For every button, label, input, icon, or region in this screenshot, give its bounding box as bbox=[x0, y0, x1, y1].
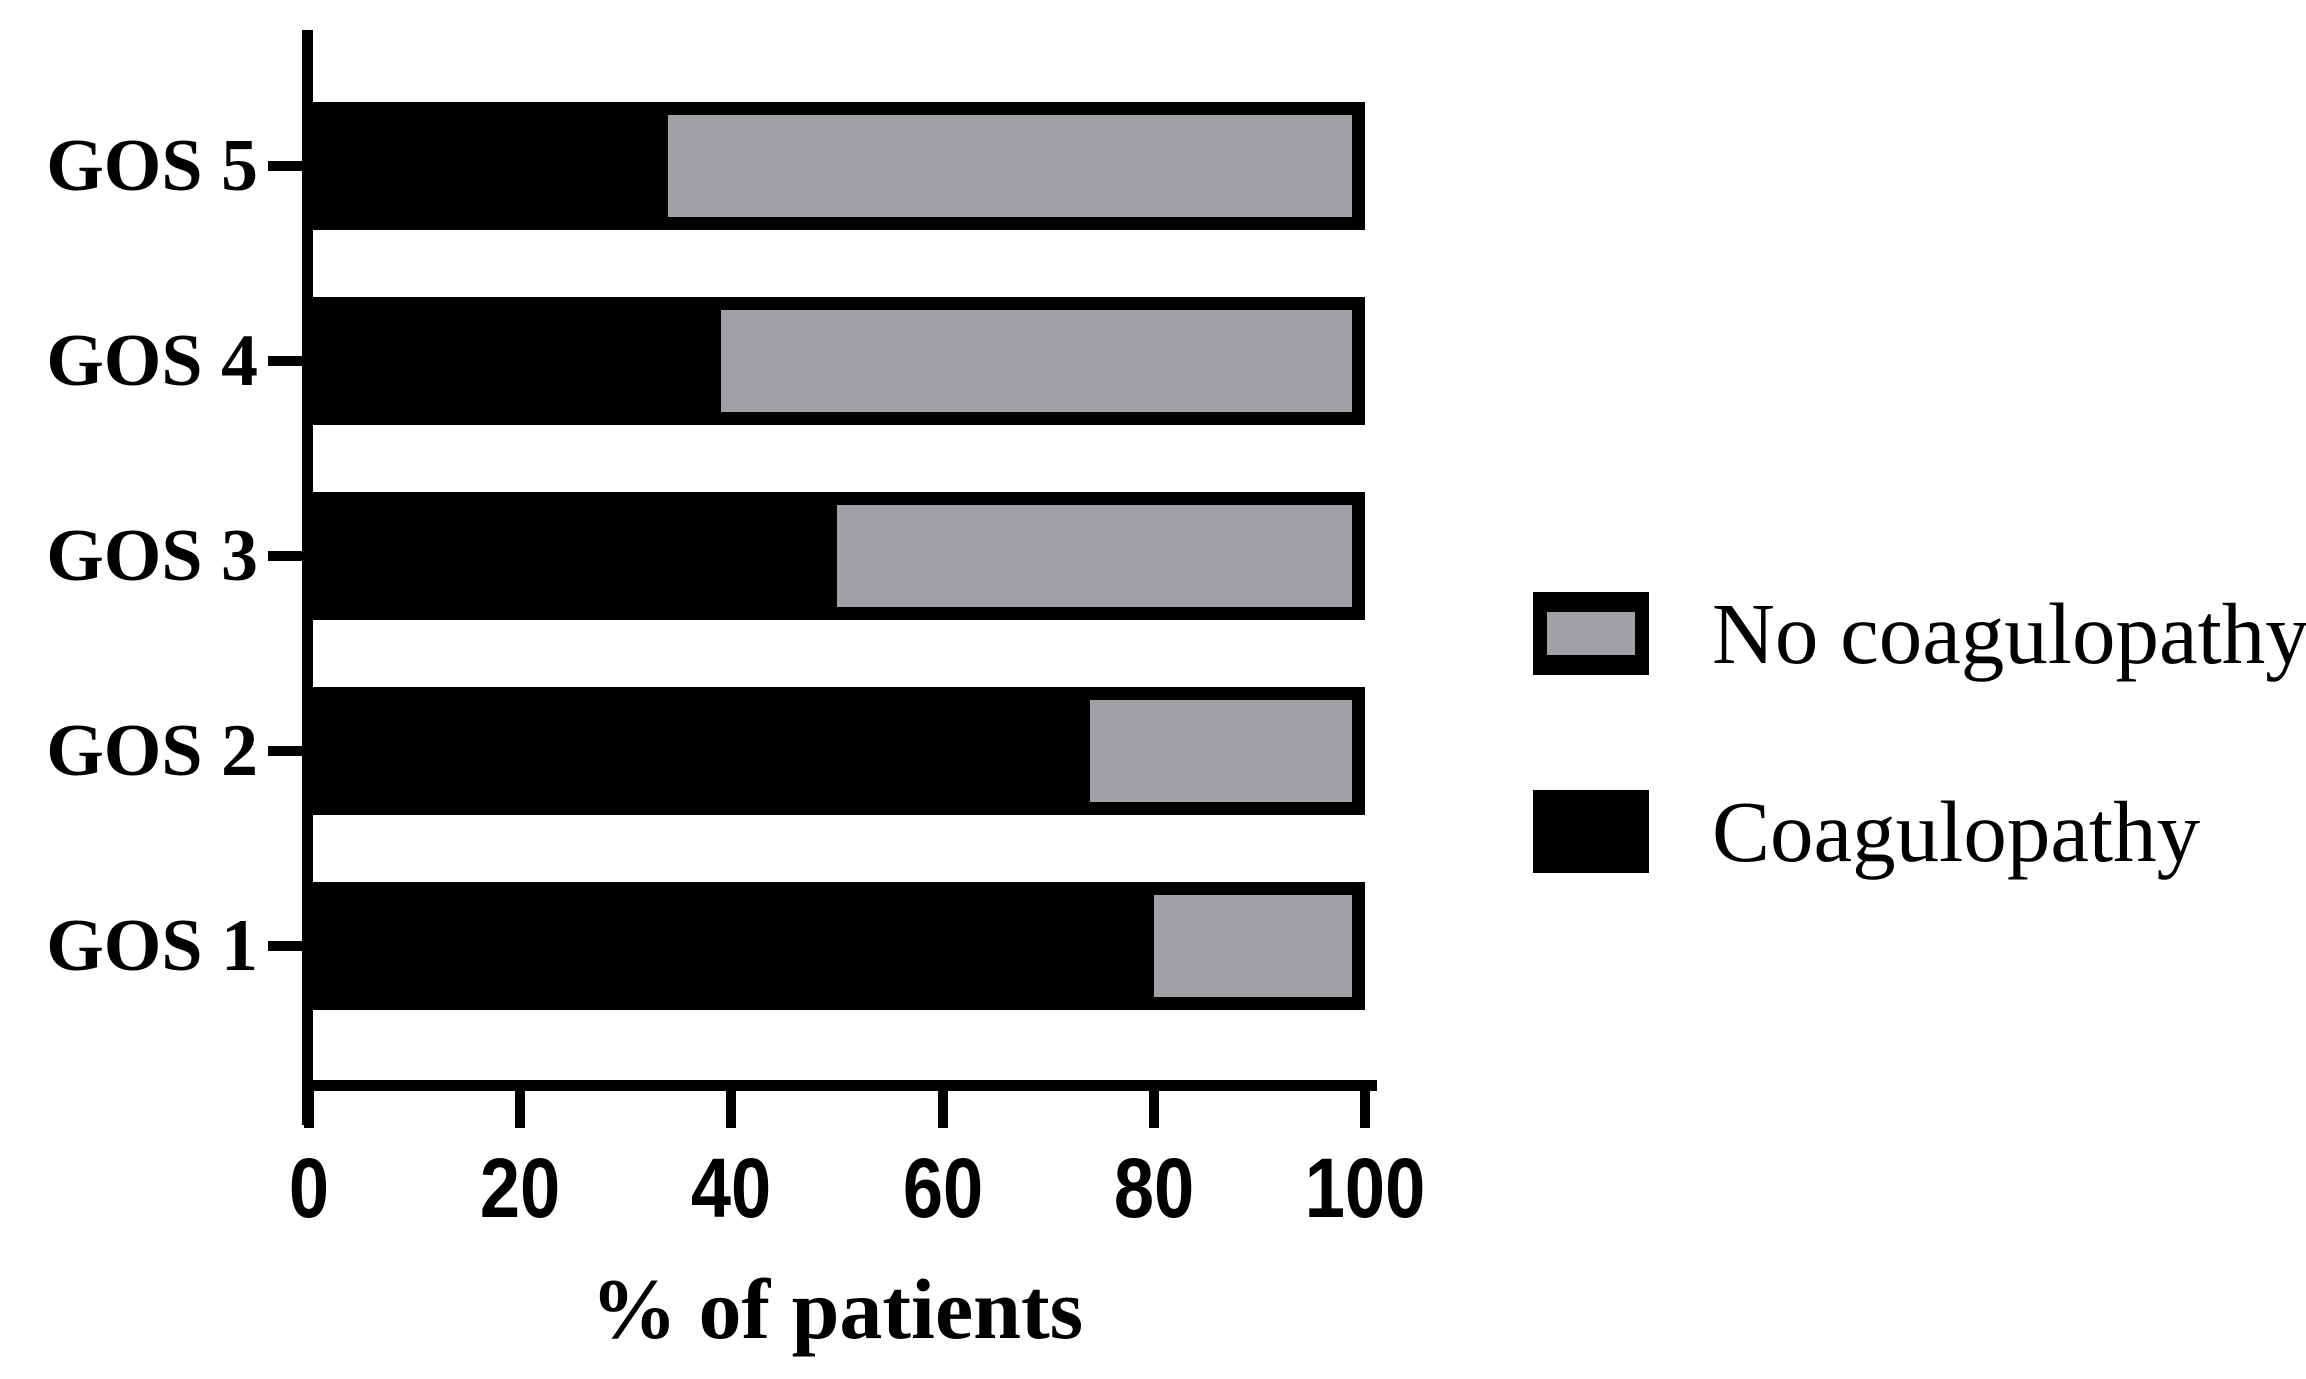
legend-item-coagulopathy: Coagulopathy bbox=[1533, 771, 2200, 891]
no-coagulopathy-segment bbox=[720, 310, 1352, 412]
category-label: GOS 1 bbox=[46, 905, 258, 987]
no-coagulopathy-swatch-fill bbox=[1547, 611, 1635, 655]
bar-row bbox=[309, 687, 1365, 815]
bar-row bbox=[309, 102, 1365, 230]
bar-row bbox=[309, 492, 1365, 620]
bar-row bbox=[309, 297, 1365, 425]
x-axis-tick bbox=[515, 1091, 526, 1128]
no-coagulopathy-segment bbox=[1090, 700, 1352, 802]
category-tick bbox=[268, 161, 309, 171]
legend-label-coagulopathy: Coagulopathy bbox=[1712, 782, 2201, 880]
x-axis-tick-label: 60 bbox=[902, 1141, 983, 1235]
category-tick bbox=[268, 356, 309, 366]
x-axis-title: % of patients bbox=[590, 1261, 1084, 1357]
category-label: GOS 5 bbox=[46, 125, 258, 207]
no-coagulopathy-segment bbox=[1153, 895, 1352, 997]
category-tick bbox=[268, 746, 309, 756]
x-axis-tick-label: 20 bbox=[480, 1141, 561, 1235]
x-axis-tick-label: 40 bbox=[691, 1141, 772, 1235]
no-coagulopathy-segment bbox=[668, 115, 1352, 217]
no-coagulopathy-segment bbox=[837, 505, 1352, 607]
x-axis-tick bbox=[726, 1091, 737, 1128]
x-axis-line bbox=[302, 1080, 1377, 1091]
category-label: GOS 2 bbox=[46, 710, 258, 792]
legend-item-no-coagulopathy: No coagulopathy bbox=[1533, 573, 2306, 693]
bar-row bbox=[309, 882, 1365, 1010]
x-axis-tick-label: 100 bbox=[1304, 1141, 1426, 1235]
x-axis-tick bbox=[1360, 1091, 1370, 1128]
y-axis-line bbox=[302, 30, 313, 1125]
category-tick bbox=[268, 941, 309, 951]
x-axis-tick-label: 0 bbox=[288, 1141, 330, 1235]
legend-label-no-coagulopathy: No coagulopathy bbox=[1712, 584, 2306, 682]
no-coagulopathy-swatch bbox=[1533, 591, 1649, 675]
x-axis-tick-label: 80 bbox=[1113, 1141, 1194, 1235]
x-axis-tick bbox=[937, 1091, 948, 1128]
category-tick bbox=[268, 551, 309, 561]
category-label: GOS 3 bbox=[46, 515, 258, 597]
x-axis-tick bbox=[1148, 1091, 1159, 1128]
category-label: GOS 4 bbox=[46, 320, 258, 402]
x-axis-tick bbox=[304, 1091, 314, 1128]
coagulopathy-swatch bbox=[1533, 789, 1649, 873]
